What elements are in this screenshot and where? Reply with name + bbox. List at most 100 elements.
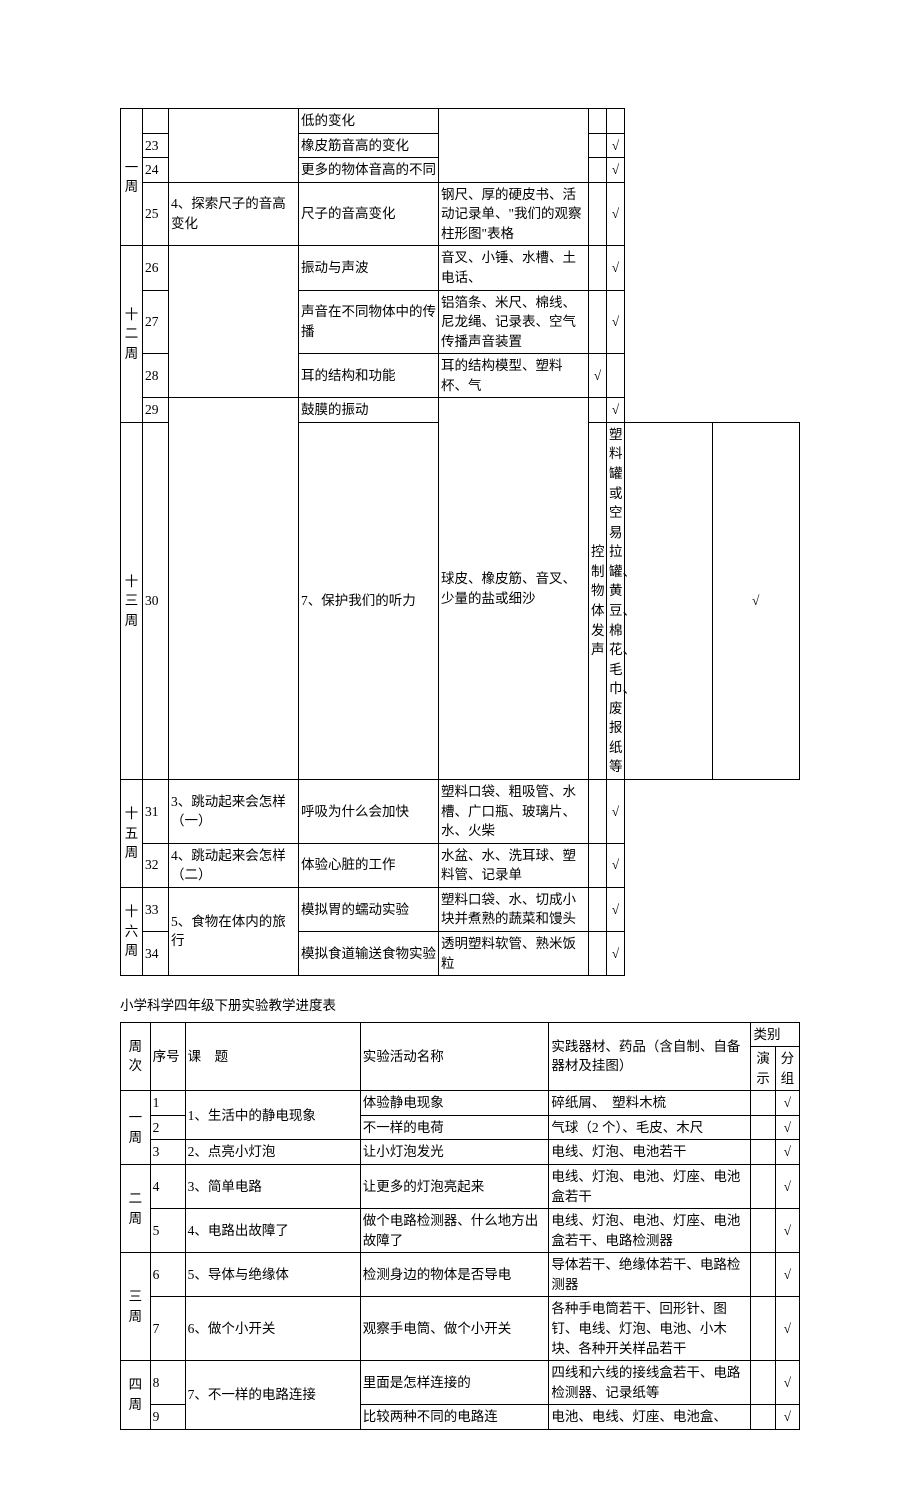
group-cell [607, 109, 625, 134]
hdr-topic: 课 题 [185, 1022, 360, 1091]
group-cell: √ [712, 422, 800, 779]
demo-cell [589, 780, 607, 844]
demo-cell [589, 158, 607, 183]
hdr-demo: 演示 [751, 1047, 775, 1091]
topic-cell: 4、跳动起来会怎样（二） [169, 843, 299, 887]
table-row: 29鼓膜的振动球皮、橡皮筋、音叉、少量的盐或细沙√ [121, 398, 800, 423]
hdr-category: 类别 [751, 1022, 800, 1047]
hdr-activity: 实验活动名称 [360, 1022, 549, 1091]
activity-cell: 呼吸为什么会加快 [299, 780, 439, 844]
activity-cell: 更多的物体音高的不同 [299, 158, 439, 183]
group-cell: √ [607, 398, 625, 423]
demo-cell [751, 1297, 775, 1361]
group-cell: √ [775, 1297, 799, 1361]
week-cell: 三周 [121, 1253, 151, 1361]
activity-cell: 耳的结构和功能 [299, 354, 439, 398]
demo-cell [751, 1115, 775, 1140]
demo-cell [751, 1165, 775, 1209]
group-cell: √ [607, 887, 625, 931]
equipment-cell: 碎纸屑、 塑料木梳 [549, 1091, 751, 1116]
activity-cell: 体验静电现象 [360, 1091, 549, 1116]
group-cell: √ [775, 1140, 799, 1165]
seq-cell: 26 [143, 246, 169, 290]
demo-cell [589, 931, 607, 975]
week-cell: 一周 [121, 109, 143, 246]
seq-cell: 28 [143, 354, 169, 398]
topic-cell: 2、点亮小灯泡 [185, 1140, 360, 1165]
week-cell: 十六周 [121, 887, 143, 975]
activity-cell: 尺子的音高变化 [299, 182, 439, 246]
equipment-cell: 塑料口袋、水、切成小块并煮熟的蔬菜和馒头 [439, 887, 589, 931]
table-row: 十六周335、食物在体内的旅行模拟胃的蠕动实验塑料口袋、水、切成小块并煮熟的蔬菜… [121, 887, 800, 931]
seq-cell: 25 [143, 182, 169, 246]
group-cell: √ [607, 246, 625, 290]
topic-cell [169, 398, 299, 780]
seq-cell: 7 [150, 1297, 185, 1361]
activity-cell: 不一样的电荷 [360, 1115, 549, 1140]
activity-cell: 鼓膜的振动 [299, 398, 439, 423]
activity-cell: 体验心脏的工作 [299, 843, 439, 887]
activity-cell: 低的变化 [299, 109, 439, 134]
group-cell: √ [775, 1209, 799, 1253]
table-row: 一周低的变化 [121, 109, 800, 134]
demo-cell [589, 109, 607, 134]
week-cell: 十三周 [121, 422, 143, 779]
table-row: 十二周26振动与声波音叉、小锤、水槽、土电话、√ [121, 246, 800, 290]
activity-cell: 比较两种不同的电路连 [360, 1405, 549, 1430]
week-cell: 十二周 [121, 246, 143, 423]
topic-cell: 5、导体与绝缘体 [185, 1253, 360, 1297]
activity-cell: 让更多的灯泡亮起来 [360, 1165, 549, 1209]
table-row: 324、跳动起来会怎样（二）体验心脏的工作水盆、水、洗耳球、塑料管、记录单√ [121, 843, 800, 887]
group-cell: √ [607, 290, 625, 354]
activity-cell: 检测身边的物体是否导电 [360, 1253, 549, 1297]
table-row: 254、探索尺子的音高变化尺子的音高变化钢尺、厚的硬皮书、活动记录单、"我们的观… [121, 182, 800, 246]
demo-cell [589, 290, 607, 354]
seq-cell: 31 [143, 780, 169, 844]
seq-cell: 24 [143, 158, 169, 183]
seq-cell: 2 [150, 1115, 185, 1140]
seq-cell: 30 [143, 422, 169, 779]
seq-cell: 9 [150, 1405, 185, 1430]
topic-cell [169, 109, 299, 183]
group-cell: √ [607, 133, 625, 158]
table-row: 二周43、简单电路让更多的灯泡亮起来电线、灯泡、电池、灯座、电池盒若干√ [121, 1165, 800, 1209]
equipment-cell: 电线、灯泡、电池、灯座、电池盒若干 [549, 1165, 751, 1209]
topic-cell [169, 246, 299, 398]
group-cell [607, 354, 625, 398]
equipment-cell [439, 109, 589, 183]
demo-cell [751, 1253, 775, 1297]
group-cell: √ [607, 182, 625, 246]
hdr-seq: 序号 [150, 1022, 185, 1091]
equipment-cell: 耳的结构模型、塑料杯、气 [439, 354, 589, 398]
activity-cell: 模拟食道输送食物实验 [299, 931, 439, 975]
equipment-cell: 铝箔条、米尺、棉线、尼龙绳、记录表、空气传播声音装置 [439, 290, 589, 354]
topic-cell: 4、探索尺子的音高变化 [169, 182, 299, 246]
table-row: 四周87、不一样的电路连接里面是怎样连接的四线和六线的接线盒若干、电路检测器、记… [121, 1361, 800, 1405]
equipment-cell: 球皮、橡皮筋、音叉、少量的盐或细沙 [439, 398, 589, 780]
activity-cell: 控制物体发声 [589, 422, 607, 779]
demo-cell [589, 398, 607, 423]
activity-cell: 做个电路检测器、什么地方出故障了 [360, 1209, 549, 1253]
equipment-cell: 音叉、小锤、水槽、土电话、 [439, 246, 589, 290]
schedule-table-2: 周次序号课 题实验活动名称实践器材、药品（含自制、自备器材及挂图）类别演示分组一… [120, 1022, 800, 1430]
seq-cell: 1 [150, 1091, 185, 1116]
equipment-cell: 电线、灯泡、电池、灯座、电池盒若干、电路检测器 [549, 1209, 751, 1253]
topic-cell: 3、跳动起来会怎样（一） [169, 780, 299, 844]
group-cell: √ [775, 1165, 799, 1209]
equipment-cell: 水盆、水、洗耳球、塑料管、记录单 [439, 843, 589, 887]
equipment-cell: 电线、灯泡、电池若干 [549, 1140, 751, 1165]
hdr-week: 周次 [121, 1022, 151, 1091]
topic-cell: 6、做个小开关 [185, 1297, 360, 1361]
group-cell: √ [607, 843, 625, 887]
activity-cell: 声音在不同物体中的传播 [299, 290, 439, 354]
week-cell: 十五周 [121, 780, 143, 888]
seq-cell: 5 [150, 1209, 185, 1253]
demo-cell [589, 246, 607, 290]
seq-cell: 23 [143, 133, 169, 158]
table-row: 一周11、生活中的静电现象体验静电现象碎纸屑、 塑料木梳√ [121, 1091, 800, 1116]
demo-cell [589, 133, 607, 158]
equipment-cell: 塑料罐或空易拉罐、黄豆、棉花、毛巾、废报纸等 [607, 422, 625, 779]
activity-cell: 让小灯泡发光 [360, 1140, 549, 1165]
activity-cell: 振动与声波 [299, 246, 439, 290]
group-cell: √ [775, 1361, 799, 1405]
